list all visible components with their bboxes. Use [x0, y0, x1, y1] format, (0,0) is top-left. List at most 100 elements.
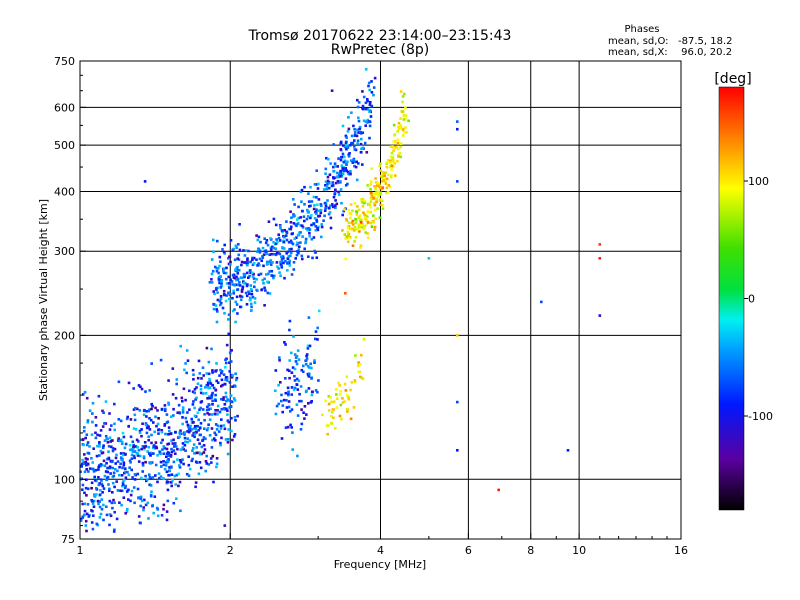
data-point [82, 429, 86, 433]
data-point [404, 106, 407, 109]
data-point [192, 400, 195, 403]
data-point [208, 380, 212, 383]
data-point [216, 404, 220, 408]
data-point [172, 460, 176, 464]
data-point [126, 470, 129, 474]
data-point [235, 269, 239, 273]
data-point [187, 455, 190, 458]
data-point [301, 257, 304, 261]
data-point [160, 430, 164, 434]
data-point [100, 451, 104, 455]
data-point [299, 385, 303, 388]
data-point [340, 175, 344, 178]
data-point [248, 292, 251, 295]
data-point [181, 422, 184, 426]
data-point [359, 246, 362, 249]
data-point [365, 151, 369, 154]
data-point [113, 402, 116, 406]
data-point [369, 206, 372, 209]
data-point [92, 514, 95, 517]
data-point [139, 385, 142, 389]
data-point [326, 432, 329, 436]
data-point [399, 155, 403, 159]
data-point [233, 433, 237, 436]
data-point [183, 433, 186, 436]
data-point [107, 456, 111, 460]
data-point [176, 458, 179, 461]
data-point [352, 124, 355, 128]
data-point [144, 503, 148, 507]
data-point [233, 276, 237, 280]
data-point [220, 418, 223, 421]
data-point [241, 287, 244, 290]
data-point [164, 407, 167, 411]
data-point [229, 278, 232, 282]
data-point [219, 297, 223, 300]
data-point [198, 426, 202, 430]
data-point [227, 318, 230, 321]
data-point [244, 249, 248, 252]
data-point [90, 433, 94, 436]
data-point [298, 399, 301, 403]
data-point [156, 422, 160, 426]
data-point [215, 362, 218, 365]
data-point [108, 436, 112, 439]
data-point [396, 141, 400, 145]
data-point [305, 357, 309, 360]
data-point [185, 420, 188, 424]
data-point [196, 376, 200, 380]
data-point [102, 411, 105, 414]
data-point [99, 463, 103, 466]
colorbar [718, 86, 745, 511]
data-point [200, 445, 204, 449]
data-point [119, 462, 122, 466]
data-point [378, 185, 381, 188]
data-point [238, 248, 242, 252]
data-point [117, 418, 121, 421]
data-point [166, 443, 169, 446]
data-point [215, 457, 219, 460]
data-point [399, 117, 402, 120]
data-point [92, 470, 96, 473]
data-point [369, 180, 373, 183]
data-point [157, 472, 161, 475]
data-point [366, 99, 369, 103]
data-point [392, 123, 396, 127]
data-point [214, 388, 218, 392]
data-point [353, 160, 357, 164]
data-point [133, 413, 137, 417]
data-point [287, 241, 291, 244]
data-point [301, 235, 304, 238]
data-point [210, 281, 214, 284]
data-point [338, 414, 342, 418]
data-point [193, 387, 197, 391]
data-point [251, 275, 255, 278]
data-point [356, 105, 360, 109]
data-point [360, 147, 363, 151]
data-point [281, 404, 285, 407]
data-point [236, 283, 240, 287]
data-point [107, 445, 111, 448]
data-point [187, 474, 191, 477]
data-point [189, 424, 192, 428]
data-point [280, 393, 283, 397]
data-point [212, 250, 215, 253]
data-point [229, 239, 233, 242]
data-point [245, 284, 249, 288]
data-point [390, 168, 393, 171]
data-point [162, 445, 166, 448]
data-point [340, 164, 344, 167]
data-point [203, 413, 206, 416]
data-point [211, 438, 214, 442]
y-tick-label: 750 [54, 55, 75, 68]
data-point [367, 81, 371, 85]
data-point [218, 281, 221, 285]
data-point [106, 470, 109, 474]
data-point [251, 295, 255, 299]
data-point [211, 391, 214, 395]
data-point [323, 201, 327, 205]
data-point [222, 407, 226, 410]
data-point [212, 307, 216, 311]
data-point [160, 514, 164, 517]
data-point [366, 98, 369, 101]
